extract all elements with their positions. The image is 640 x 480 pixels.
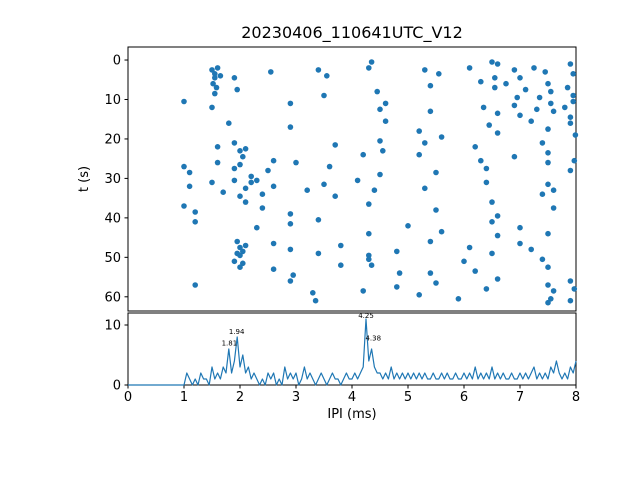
y-tick-label-bottom: 0 (113, 379, 121, 394)
chart-title: 20230406_110641UTC_V12 (241, 23, 463, 42)
histogram-line (128, 318, 577, 386)
y-tick-label-top: 60 (104, 290, 121, 305)
top-axes-frame (127, 46, 577, 312)
y-tick-label-top: 10 (104, 93, 121, 108)
bottom-axes-frame (127, 312, 577, 386)
peak-annotation-label: 4.38 (365, 335, 381, 343)
y-axis-label: t (s) (77, 166, 92, 192)
peak-annotation-label: 1.94 (229, 328, 245, 336)
tick-marks (124, 59, 577, 389)
y-tick-label-top: 50 (104, 251, 121, 266)
y-tick-label-bottom: 10 (104, 319, 121, 334)
y-tick-label-top: 30 (104, 172, 121, 187)
peak-annotations: 1.81 1.94 4.25 4.38 (222, 312, 382, 348)
y-tick-label-top: 0 (113, 54, 121, 69)
y-tick-label-top: 20 (104, 132, 121, 147)
x-tick-label: 2 (236, 390, 244, 405)
x-tick-label: 7 (516, 390, 524, 405)
axes-frames (127, 46, 577, 386)
x-tick-label: 1 (180, 390, 188, 405)
x-tick-label: 0 (124, 390, 132, 405)
x-tick-label: 4 (348, 390, 356, 405)
x-tick-label: 6 (460, 390, 468, 405)
x-tick-label: 5 (404, 390, 412, 405)
x-axis-label: IPI (ms) (327, 407, 376, 422)
tick-labels: 0 10 20 30 40 50 60 0 10 0 1 2 3 4 5 6 7 8 (104, 54, 580, 405)
scatter-points (181, 59, 579, 306)
peak-annotation-label: 1.81 (222, 339, 238, 347)
y-tick-label-top: 40 (104, 211, 121, 226)
x-tick-label: 8 (572, 390, 580, 405)
peak-annotation-label: 4.25 (358, 312, 374, 320)
x-tick-label: 3 (292, 390, 300, 405)
